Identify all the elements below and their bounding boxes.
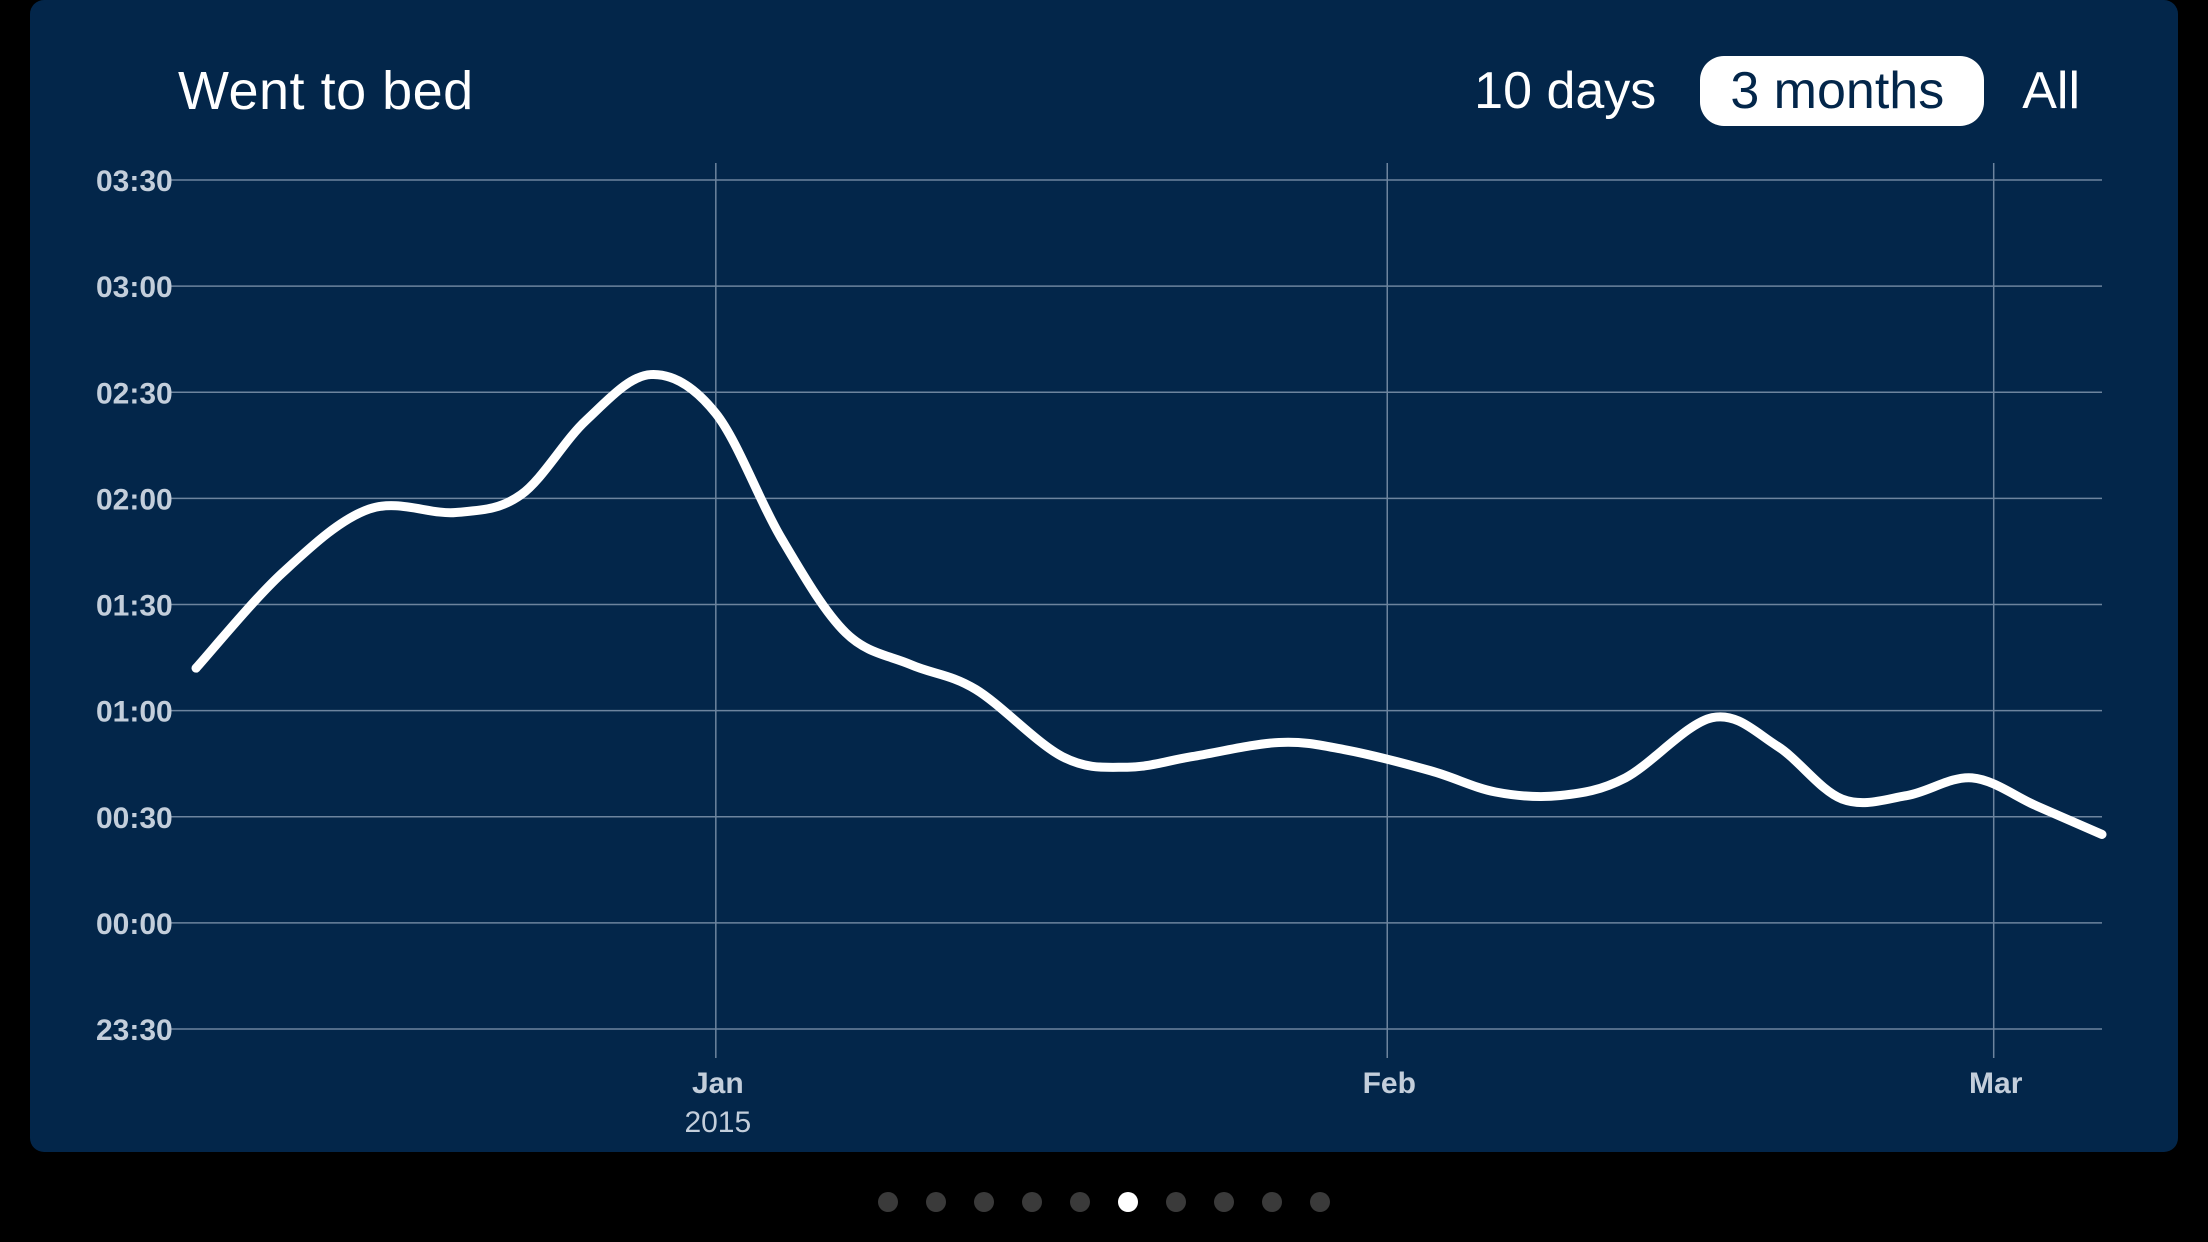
page-dot[interactable] bbox=[1070, 1192, 1090, 1212]
y-tick-label: 00:00 bbox=[96, 908, 173, 941]
x-tick-label: Feb bbox=[1363, 1067, 1416, 1100]
series-line bbox=[191, 370, 2107, 839]
x-tick-sublabel: 2015 bbox=[684, 1106, 751, 1139]
horizontal-gridlines bbox=[168, 179, 2102, 1030]
y-tick-label: 03:30 bbox=[96, 165, 173, 198]
y-tick-label: 02:30 bbox=[96, 377, 173, 410]
page-dot[interactable] bbox=[974, 1192, 994, 1212]
x-tick-label: Jan bbox=[692, 1067, 744, 1100]
chart: 23:30 00:00 00:30 01:00 01:30 02:00 02:30 03:00… bbox=[96, 163, 2107, 1139]
page-dot[interactable] bbox=[1166, 1192, 1186, 1212]
page-dot[interactable] bbox=[878, 1192, 898, 1212]
range-all-button[interactable]: All bbox=[2022, 56, 2080, 126]
y-tick-label: 23:30 bbox=[96, 1014, 173, 1047]
y-tick-label: 00:30 bbox=[96, 802, 173, 835]
chart-card: 23:30 00:00 00:30 01:00 01:30 02:00 02:30 03:00… bbox=[30, 0, 2178, 1152]
page-dot[interactable] bbox=[926, 1192, 946, 1212]
range-3-months-button[interactable]: 3 months bbox=[1700, 56, 1985, 126]
page-dot[interactable] bbox=[1310, 1192, 1330, 1212]
y-tick-label: 03:00 bbox=[96, 271, 173, 304]
vertical-gridlines bbox=[715, 163, 1995, 1058]
range-10-days-button[interactable]: 10 days bbox=[1474, 56, 1656, 126]
page-indicator bbox=[0, 1192, 2208, 1212]
page-dot[interactable] bbox=[1262, 1192, 1282, 1212]
x-axis-tick-labels: Jan 2015 Feb Mar bbox=[684, 1067, 2022, 1139]
y-tick-label: 01:30 bbox=[96, 590, 173, 623]
chart-title: Went to bed bbox=[178, 61, 474, 121]
page-dot[interactable] bbox=[1118, 1192, 1138, 1212]
range-selector: 10 days 3 months All bbox=[1474, 56, 2080, 126]
y-tick-label: 01:00 bbox=[96, 696, 173, 729]
x-tick-label: Mar bbox=[1969, 1067, 2023, 1100]
y-tick-label: 02:00 bbox=[96, 483, 173, 516]
y-axis-tick-labels: 23:30 00:00 00:30 01:00 01:30 02:00 02:30 03:00… bbox=[96, 165, 173, 1047]
page-dot[interactable] bbox=[1022, 1192, 1042, 1212]
page-dot[interactable] bbox=[1214, 1192, 1234, 1212]
